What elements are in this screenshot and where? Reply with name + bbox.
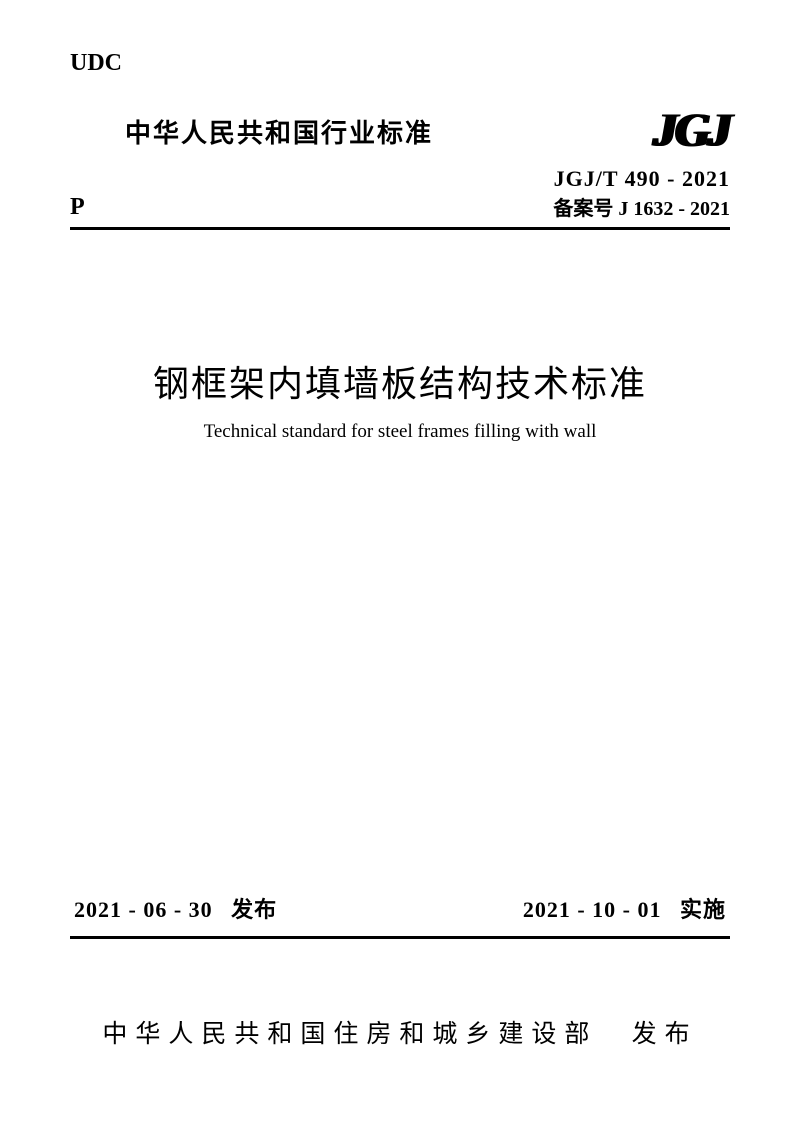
bottom-divider [70,936,730,939]
issuer-action: 发布 [632,1021,698,1048]
classification-row: P JGJ/T 490 - 2021 备案号 J 1632 - 2021 [70,158,730,221]
header-section: UDC 中华人民共和国行业标准 JGJ P JGJ/T 490 - 2021 备… [70,50,730,230]
issuer-organization: 中华人民共和国住房和城乡建设部 [102,1021,597,1048]
title-section: 钢框架内填墙板结构技术标准 Technical standard for ste… [70,355,730,443]
standard-header-row: 中华人民共和国行业标准 JGJ [70,112,730,150]
jgj-logo-wrapper: JGJ [653,112,730,150]
issuer-section: 中华人民共和国住房和城乡建设部 发布 [70,1014,730,1070]
effective-date: 2021 - 10 - 01 [523,897,662,922]
top-divider [70,227,730,230]
industry-standard-label: 中华人民共和国行业标准 [125,113,433,150]
udc-label: UDC [70,50,730,77]
filing-code: 备案号 J 1632 - 2021 [553,192,730,221]
effective-date-item: 2021 - 10 - 01 实施 [523,892,726,924]
main-title-english: Technical standard for steel frames fill… [70,421,730,443]
main-title-chinese: 钢框架内填墙板结构技术标准 [70,355,730,407]
code-section: JGJ/T 490 - 2021 备案号 J 1632 - 2021 [553,166,730,221]
document-cover-page: UDC 中华人民共和国行业标准 JGJ P JGJ/T 490 - 2021 备… [0,0,800,1130]
publish-date: 2021 - 06 - 30 [74,897,213,922]
dates-section: 2021 - 06 - 30 发布 2021 - 10 - 01 实施 [70,892,730,924]
publish-label: 发布 [231,897,277,922]
effective-label: 实施 [680,897,726,922]
standard-code: JGJ/T 490 - 2021 [553,166,730,192]
publish-date-item: 2021 - 06 - 30 发布 [74,892,277,924]
jgj-logo: JGJ [653,112,730,150]
p-classification-label: P [70,194,85,221]
